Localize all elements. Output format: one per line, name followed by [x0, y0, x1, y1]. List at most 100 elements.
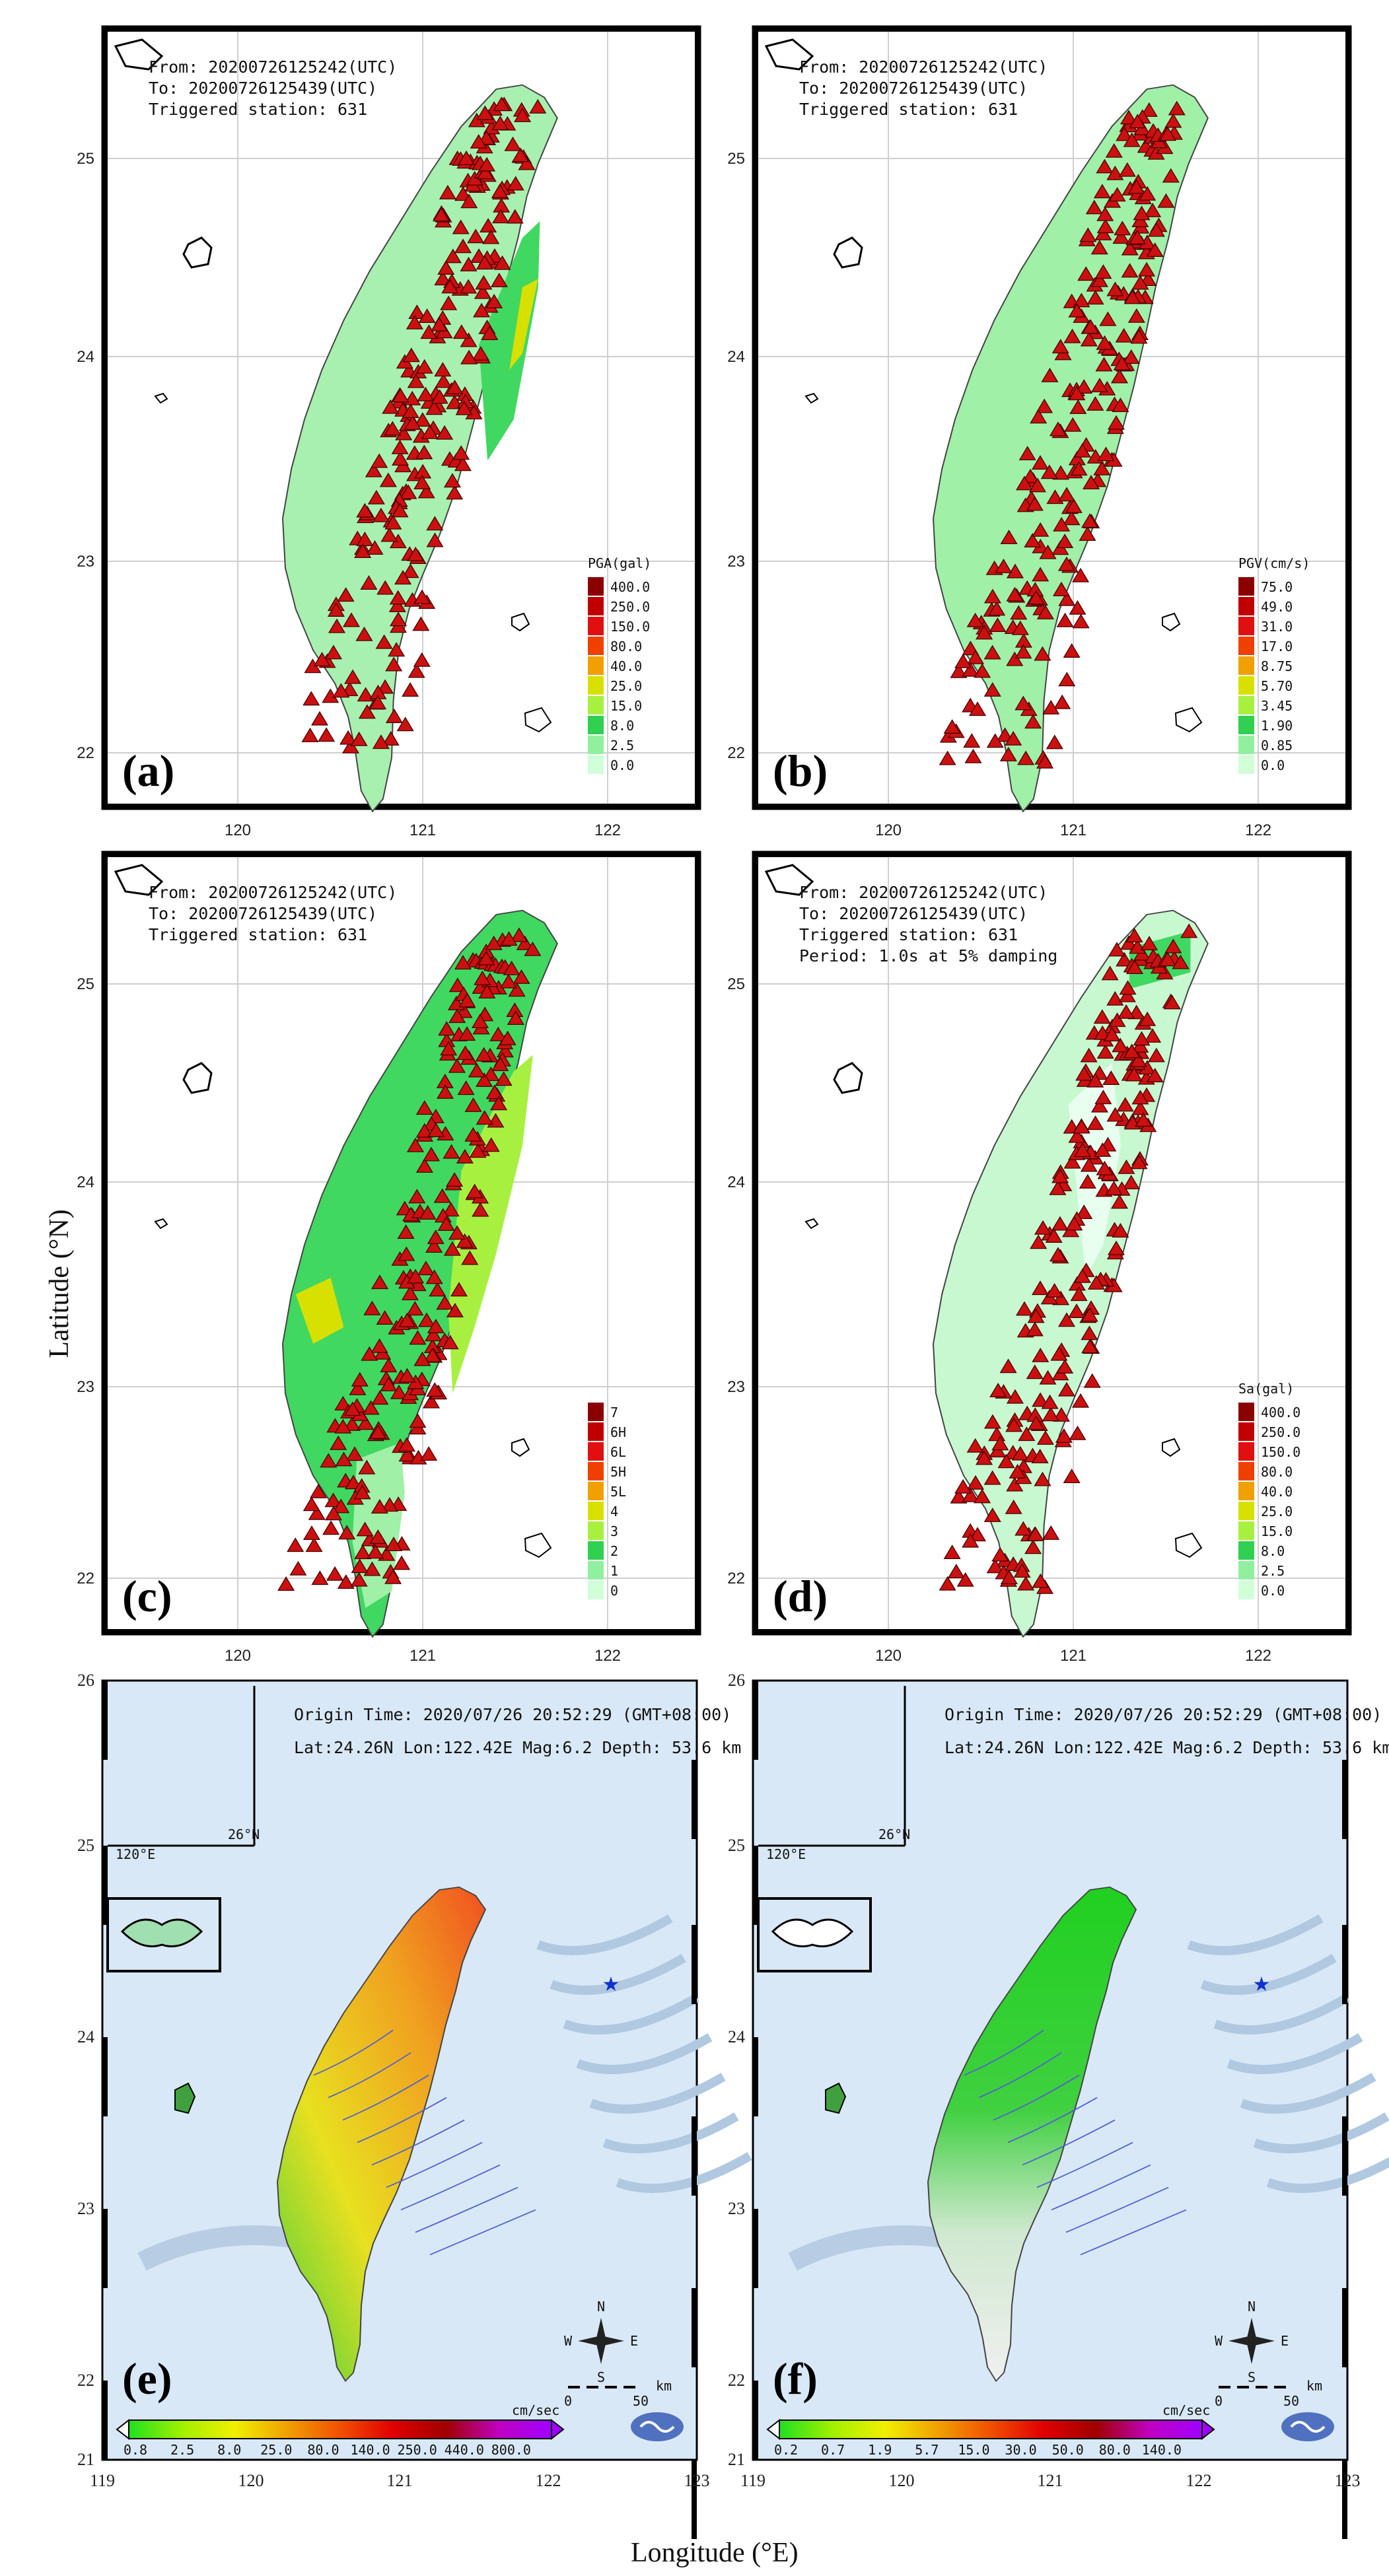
seafloor-ridge	[616, 2151, 752, 2193]
legend-label: 5H	[610, 1464, 626, 1480]
panel-label: (d)	[773, 1571, 828, 1621]
penghu-islands	[174, 2082, 196, 2114]
station-triangle	[371, 1499, 388, 1514]
legend-title: Sa(gal)	[1238, 1381, 1294, 1397]
station-triangle	[490, 272, 508, 287]
station-triangle	[398, 1447, 416, 1462]
station-triangle	[384, 421, 402, 436]
frame-left-bar	[753, 1846, 758, 1925]
station-triangle	[1103, 1027, 1121, 1042]
station-triangle	[382, 731, 400, 746]
station-triangle	[1079, 526, 1096, 541]
river	[1065, 2186, 1169, 2233]
legend-swatch	[588, 716, 604, 734]
station-triangle	[1112, 398, 1129, 412]
station-triangle	[425, 1327, 443, 1342]
station-triangle	[1036, 753, 1054, 769]
lon-tick-label: 122	[594, 821, 621, 839]
station-triangle	[350, 731, 368, 746]
station-triangle	[1127, 179, 1145, 194]
compass-e-label: E	[1281, 2333, 1289, 2349]
station-triangle	[433, 207, 450, 222]
frame-top-bar	[102, 26, 700, 32]
frame-right-bar	[695, 26, 700, 809]
station-triangle	[367, 1544, 384, 1559]
station-triangle	[1032, 567, 1050, 582]
station-triangle	[480, 218, 497, 233]
map-panel-d: From: 20200726125242(UTC) To: 20200726125…	[727, 851, 1352, 1665]
frame-right-bar	[1345, 852, 1351, 1634]
station-triangle	[349, 1380, 367, 1395]
station-triangle	[1036, 1430, 1054, 1445]
station-triangle	[1018, 1426, 1036, 1442]
station-triangle	[413, 1351, 431, 1366]
seafloor-ridge	[1213, 1993, 1350, 2035]
station-triangle	[1006, 1389, 1024, 1404]
station-triangle	[409, 1330, 427, 1345]
station-triangle	[976, 625, 993, 640]
orchid-island	[524, 1532, 552, 1558]
period-text: Period: 1.0s at 5% damping	[799, 946, 1057, 965]
station-triangle	[991, 1436, 1009, 1451]
station-triangle	[371, 1390, 389, 1405]
station-triangle	[458, 1026, 476, 1041]
station-triangle	[341, 738, 360, 753]
station-triangle	[442, 1202, 460, 1217]
station-triangle	[1157, 193, 1175, 208]
colorbar-tick-label: 25.0	[260, 2442, 292, 2458]
legend-label: 0.0	[1261, 1583, 1285, 1599]
station-triangle	[353, 1484, 371, 1500]
origin-time-text: Origin Time: 2020/07/26 20:52:29 (GMT+08…	[944, 1705, 1382, 1724]
station-triangle	[1063, 1469, 1081, 1483]
legend-swatch	[588, 577, 604, 596]
station-triangle	[1133, 205, 1151, 221]
station-triangle	[401, 1286, 419, 1300]
station-triangle	[301, 727, 319, 742]
station-triangle	[1087, 1274, 1105, 1290]
penghu-islands	[182, 236, 213, 269]
station-triangle	[495, 1071, 513, 1086]
river	[1007, 2097, 1098, 2143]
matsu-islands	[764, 864, 814, 896]
station-triangle	[366, 540, 384, 555]
taiwan-island	[277, 909, 558, 1638]
station-triangle	[443, 1241, 461, 1256]
legend-label: 2.5	[1261, 1563, 1285, 1579]
station-triangle	[518, 155, 536, 170]
station-triangle	[1053, 694, 1071, 709]
station-triangle	[1026, 496, 1044, 511]
colorbar-unit-label: cm/sec	[512, 2402, 559, 2418]
station-triangle	[1049, 1247, 1067, 1262]
colorbar-unit-label: cm/sec	[1162, 2402, 1210, 2418]
station-triangle	[1122, 349, 1140, 364]
station-triangle	[394, 570, 412, 585]
station-triangle	[335, 1451, 353, 1467]
station-triangle	[1094, 1142, 1112, 1157]
station-triangle	[1147, 222, 1165, 237]
station-triangle	[454, 955, 472, 970]
station-triangle	[963, 733, 981, 748]
map-panel-b: From: 20200726125242(UTC) To: 20200726125…	[727, 25, 1352, 839]
station-triangle	[1101, 965, 1119, 981]
station-triangle	[356, 503, 374, 518]
station-triangle	[943, 1545, 961, 1560]
river	[1036, 2141, 1133, 2188]
station-triangle	[344, 669, 362, 684]
colorbar	[779, 2419, 1203, 2439]
legend-label: 1	[610, 1563, 618, 1579]
station-triangle	[476, 1110, 493, 1125]
lat-tick-label: 24	[727, 1173, 745, 1191]
station-triangle	[1065, 1216, 1083, 1231]
station-triangle	[351, 1372, 369, 1387]
station-triangle	[446, 1303, 464, 1317]
station-triangle	[454, 456, 472, 471]
colorbar-tick-label: 440.0	[445, 2442, 484, 2458]
legend-label: 1.90	[1261, 718, 1293, 734]
matsu-islands	[114, 864, 164, 896]
station-triangle	[995, 559, 1013, 573]
lon-tick-label: 119	[90, 2471, 115, 2490]
lon-tick-label: 120	[875, 1647, 902, 1665]
station-triangle	[489, 1026, 507, 1041]
station-triangle	[1086, 1115, 1104, 1131]
lat-tick-label: 22	[728, 2371, 745, 2390]
